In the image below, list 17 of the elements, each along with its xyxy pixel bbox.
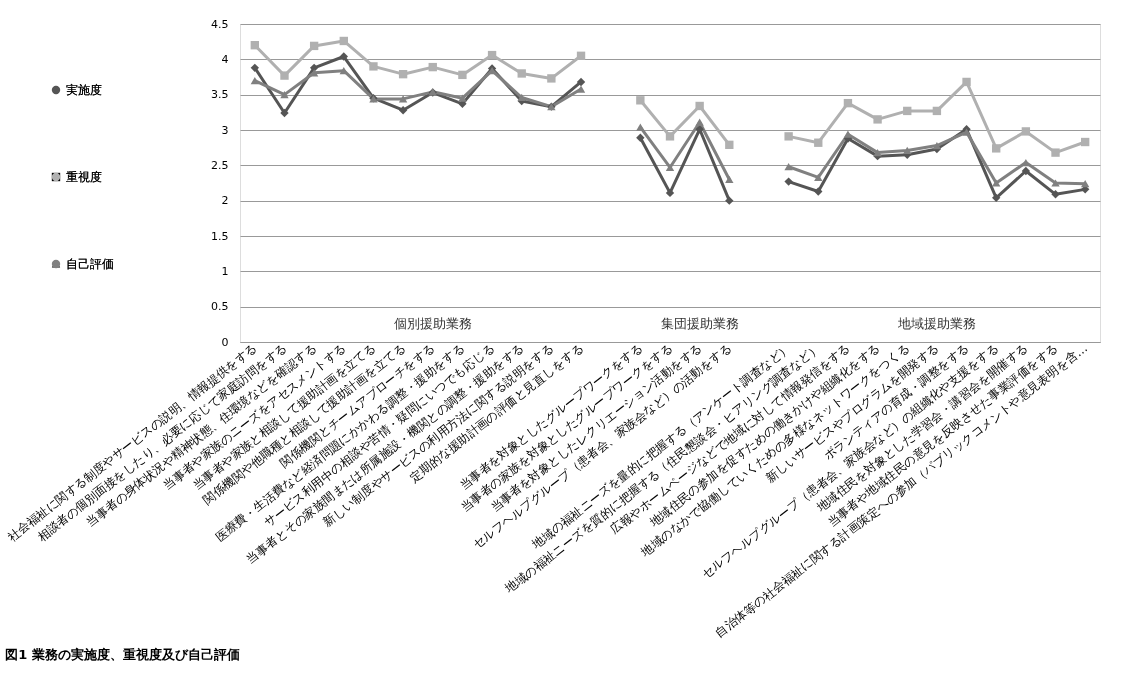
text: 図1 業務の実施度、重視度及び自己評価 (5, 646, 240, 662)
y-tick-label: 2.5 (211, 158, 229, 172)
y-tick-label: 0.5 (211, 300, 229, 314)
y-tick-label: 4.5 (211, 17, 229, 31)
y-tick-label: 3 (221, 123, 229, 137)
annotation: 集団援助業務 (660, 316, 739, 331)
legend-label: 自己評価 (66, 257, 114, 271)
y-tick-label: 3.5 (211, 88, 229, 102)
y-tick-label: 4 (221, 52, 229, 66)
y-tick-label: 2 (221, 194, 229, 208)
legend-label: 重視度 (66, 170, 102, 184)
y-tick-label: 1.5 (211, 229, 229, 243)
annotation: 地域援助業務 (896, 316, 976, 331)
annotation: 個別援助業務 (393, 316, 472, 331)
legend-label: 実施度 (66, 83, 102, 97)
y-tick-label: 1 (221, 264, 229, 278)
y-tick-label: 0 (221, 335, 229, 349)
